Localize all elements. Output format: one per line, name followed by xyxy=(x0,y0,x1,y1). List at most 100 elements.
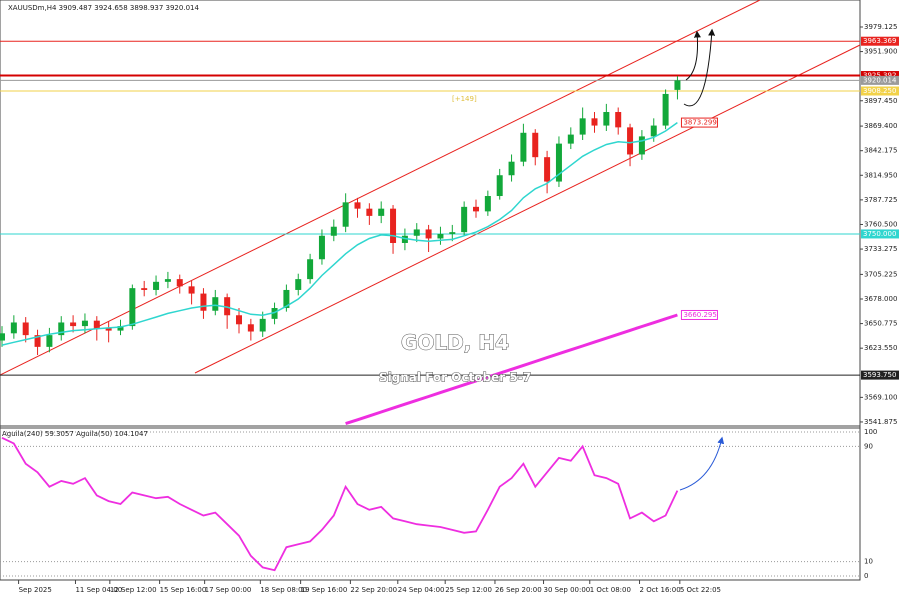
price-level-label: 3593.750 xyxy=(863,371,896,379)
price-level-box xyxy=(680,117,718,128)
price-level-box xyxy=(861,86,899,96)
x-tick-label: 12 Sep 12:00 xyxy=(110,586,157,594)
candle-body xyxy=(283,289,290,309)
candle-body xyxy=(603,112,610,126)
candle-body xyxy=(615,112,622,128)
candle-body xyxy=(567,134,574,144)
candle-body xyxy=(212,297,219,311)
x-tick-label: 18 Sep 08:00 xyxy=(260,586,307,594)
price-level-label: 3873.299 xyxy=(683,119,716,127)
moving-average xyxy=(345,313,678,426)
candle-body xyxy=(342,202,349,227)
candle-body xyxy=(224,297,231,316)
candle-body xyxy=(200,293,207,311)
x-tick-label: 26 Sep 20:00 xyxy=(495,586,542,594)
candle-body xyxy=(425,229,432,239)
candle-body xyxy=(591,118,598,126)
price-level-box xyxy=(861,71,899,81)
x-tick-label: 17 Sep 00:00 xyxy=(205,586,252,594)
candle-body xyxy=(271,308,278,319)
candle-body xyxy=(129,288,136,327)
candle-body xyxy=(401,235,408,243)
candle-body xyxy=(164,279,171,282)
candle-body xyxy=(555,143,562,182)
candle-body xyxy=(22,322,29,336)
price-level-label: 3750.000 xyxy=(863,230,896,238)
candle-body xyxy=(390,208,397,243)
price-level-label: 3908.250 xyxy=(863,87,896,95)
price-level-label: 3963.369 xyxy=(863,37,896,45)
chart-title: XAUUSDm,H4 3909.487 3924.658 3898.937 39… xyxy=(8,4,199,12)
y-tick-label: 3842.175 xyxy=(864,147,897,155)
candle-body xyxy=(295,279,302,290)
price-level-label: 3920.014 xyxy=(863,76,897,84)
y-tick-label: 3760.500 xyxy=(864,220,897,228)
y-tick-label: 3951.900 xyxy=(864,48,897,56)
x-tick-label: 5 Oct 22:05 xyxy=(680,586,721,594)
y-tick-label: 3705.225 xyxy=(864,270,897,278)
oscillator-title: Aguila(240) 59.3057 Aguila(50) 104.1047 xyxy=(2,430,148,438)
candle-body xyxy=(449,232,456,234)
channel-upper xyxy=(0,0,761,376)
y-tick-label: 3814.950 xyxy=(864,171,897,179)
candle-body xyxy=(0,333,5,341)
candle-body xyxy=(330,226,337,236)
y-tick-label: 3979.125 xyxy=(864,23,897,31)
y-tick-label: 0 xyxy=(864,572,868,580)
y-tick-label: 10 xyxy=(864,558,873,566)
candle-body xyxy=(34,335,41,347)
candle-body xyxy=(437,233,444,239)
y-tick-label: 3569.100 xyxy=(864,393,897,401)
x-tick-label: 30 Sep 00:00 xyxy=(544,586,591,594)
series-layer: 3979.125 3951.900 3897.450 3869.400 3842.175… xyxy=(0,23,899,594)
candle-body xyxy=(413,229,420,236)
price-level-box xyxy=(861,75,899,85)
channel-lower xyxy=(194,44,861,374)
candle-body xyxy=(627,127,634,155)
price-level-box xyxy=(861,229,899,239)
plot-frame xyxy=(0,0,861,581)
candle-body xyxy=(70,322,77,327)
y-tick-label: 3733.275 xyxy=(864,245,897,253)
candle-body xyxy=(496,175,503,197)
candle-body xyxy=(461,206,468,233)
candle-body xyxy=(579,118,586,135)
moving-average xyxy=(1,121,678,346)
candle-body xyxy=(520,132,527,162)
candle-body xyxy=(378,208,385,216)
candle-body xyxy=(318,235,325,260)
candle-body xyxy=(307,259,314,280)
x-tick-label: Sep 2025 xyxy=(19,586,52,594)
oscillator-line xyxy=(1,436,679,572)
candle-body xyxy=(46,335,53,347)
y-tick-label: 3678.000 xyxy=(864,295,897,303)
y-tick-label: 3541.875 xyxy=(864,418,897,426)
candle-body xyxy=(638,136,645,155)
x-tick-label: 2 Oct 16:00 xyxy=(640,586,681,594)
candle-body xyxy=(650,125,657,137)
candle-body xyxy=(508,161,515,176)
price-level-label: 3925.392 xyxy=(863,72,896,80)
x-tick-label: 25 Sep 12:00 xyxy=(445,586,492,594)
x-tick-label: 15 Sep 16:00 xyxy=(160,586,207,594)
candle-body xyxy=(366,208,373,216)
x-tick-label: 24 Sep 04:00 xyxy=(398,586,445,594)
x-tick-label: 19 Sep 16:00 xyxy=(301,586,348,594)
annotation-title: GOLD, H4 xyxy=(401,331,509,355)
candle-body xyxy=(236,315,242,325)
candle-body xyxy=(259,318,266,332)
y-tick-label: 3869.400 xyxy=(864,122,897,130)
candle-body xyxy=(484,196,491,212)
y-tick-label: 90 xyxy=(864,442,873,450)
y-tick-label: 3650.775 xyxy=(864,320,897,328)
price-level-label: 3660.295 xyxy=(683,311,716,319)
y-tick-label: 100 xyxy=(864,428,877,436)
arrow-up xyxy=(685,30,701,81)
annotation-signal: Signal For October 5-7 xyxy=(379,371,531,385)
candle-body xyxy=(10,322,17,334)
candle-body xyxy=(117,326,124,331)
price-level-box xyxy=(861,36,899,46)
candle-body xyxy=(674,80,681,90)
